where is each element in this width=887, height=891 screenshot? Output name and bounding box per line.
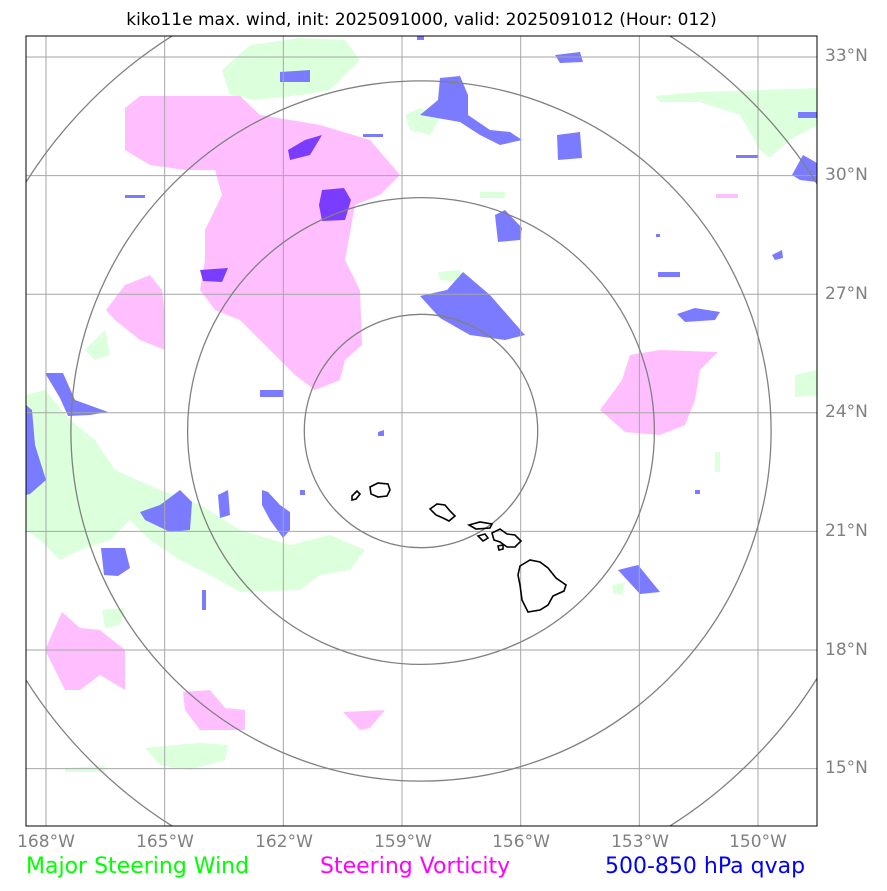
range-ring [70, 80, 772, 782]
lon-tick-168w: 168°W [17, 832, 75, 852]
lat-tick-18n: 18°N [825, 640, 868, 660]
island-hawaii [517, 559, 567, 613]
graticule [26, 36, 817, 826]
island-kahoolawe [497, 544, 504, 551]
legend-steering-wind: Major Steering Wind [26, 854, 250, 879]
lon-tick-156w: 156°W [492, 832, 550, 852]
qvap-max-cell [200, 135, 351, 282]
lat-tick-30n: 30°N [825, 165, 868, 185]
hawaii-coastline [351, 482, 567, 613]
island-lanai [476, 533, 490, 543]
lat-tick-33n: 33°N [825, 46, 868, 66]
island-kauai [369, 482, 391, 498]
legend-qvap: 500-850 hPa qvap [605, 854, 806, 879]
lat-tick-15n: 15°N [825, 758, 868, 778]
legend-steering-vorticity: Steering Vorticity [320, 854, 511, 879]
lon-tick-165w: 165°W [136, 832, 194, 852]
lon-tick-153w: 153°W [611, 832, 669, 852]
lon-tick-162w: 162°W [255, 832, 313, 852]
island-oahu [428, 503, 457, 522]
range-ring [186, 196, 656, 666]
lat-tick-21n: 21°N [825, 521, 868, 541]
lon-tick-150w: 150°W [729, 832, 787, 852]
island-niihau [351, 489, 362, 502]
map-frame [25, 35, 818, 827]
lat-tick-24n: 24°N [825, 402, 868, 422]
lon-tick-159w: 159°W [374, 832, 432, 852]
steering-vorticity-field [45, 96, 738, 730]
island-molokai [466, 521, 494, 530]
range-ring [303, 313, 539, 549]
map-title: kiko11e max. wind, init: 2025091000, val… [126, 10, 717, 30]
steering-wind-field [26, 38, 817, 772]
lat-tick-27n: 27°N [825, 284, 868, 304]
island-maui [491, 528, 523, 548]
